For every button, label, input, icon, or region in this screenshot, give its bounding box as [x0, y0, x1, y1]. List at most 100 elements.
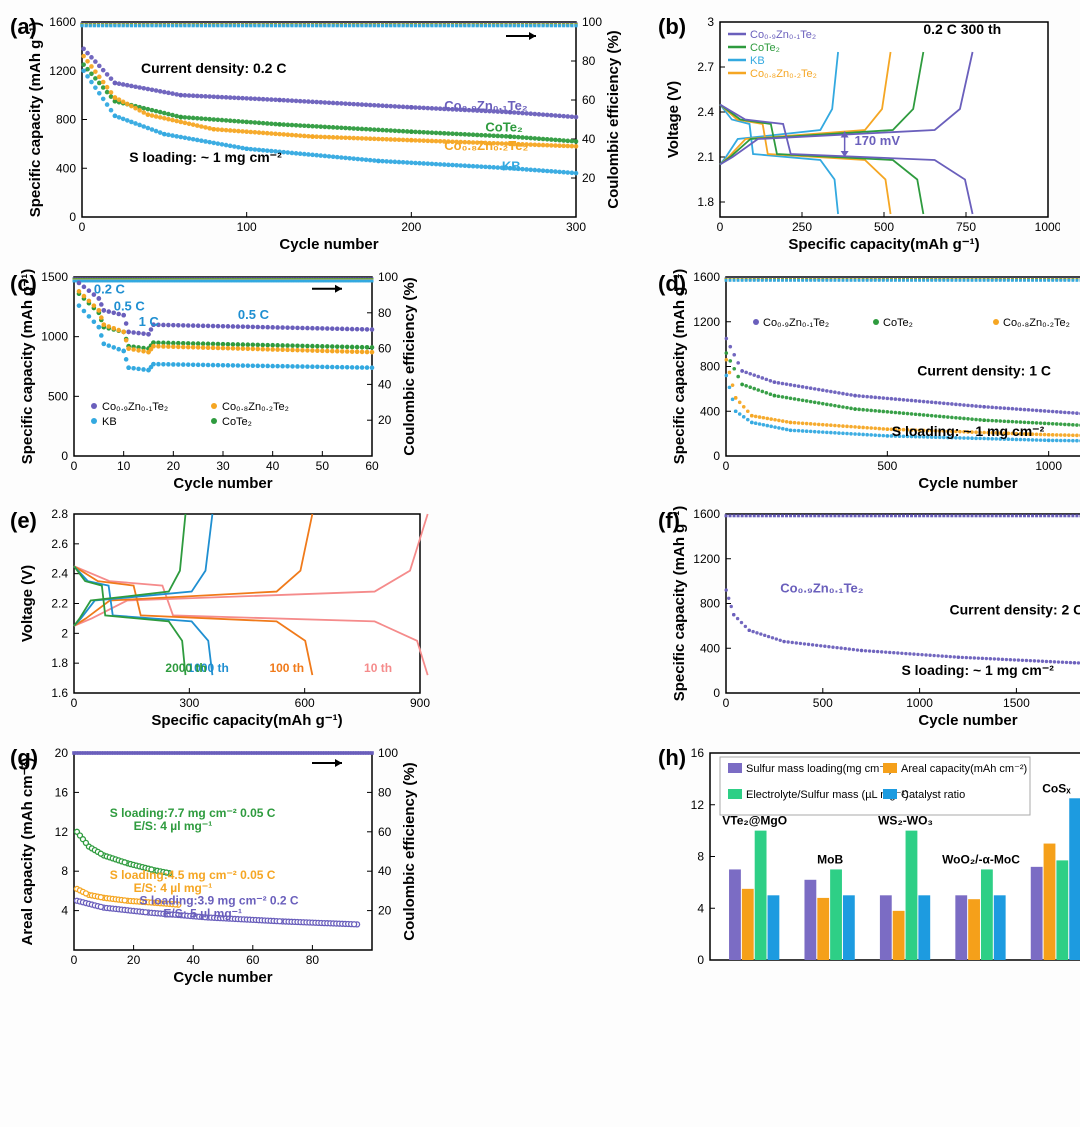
svg-text:S loading:3.9 mg cm⁻² 0.2 C: S loading:3.9 mg cm⁻² 0.2 C	[140, 894, 299, 908]
svg-text:200: 200	[401, 220, 421, 234]
svg-text:S loading:4.5 mg cm⁻² 0.05 C: S loading:4.5 mg cm⁻² 0.05 C	[110, 868, 276, 882]
svg-text:1000: 1000	[1035, 459, 1062, 473]
svg-text:400: 400	[56, 161, 76, 175]
svg-text:KB: KB	[750, 55, 765, 67]
panel-label-g: (g)	[10, 745, 38, 771]
svg-text:Current density: 1 C: Current density: 1 C	[917, 362, 1051, 378]
svg-text:Specific capacity (mAh g⁻¹): Specific capacity (mAh g⁻¹)	[27, 22, 44, 217]
svg-text:0: 0	[723, 696, 730, 710]
svg-text:60: 60	[378, 825, 392, 839]
svg-text:0.2 C 300 th: 0.2 C 300 th	[923, 21, 1001, 37]
svg-text:MoB: MoB	[817, 852, 843, 866]
svg-text:0.5 C: 0.5 C	[114, 298, 146, 313]
svg-text:800: 800	[700, 360, 720, 374]
svg-text:KB: KB	[102, 416, 117, 428]
svg-text:CoTe₂: CoTe₂	[485, 120, 523, 135]
svg-text:0: 0	[69, 210, 76, 224]
svg-text:0: 0	[61, 449, 68, 463]
svg-text:S loading: ~ 1 mg cm⁻²: S loading: ~ 1 mg cm⁻²	[892, 423, 1045, 439]
svg-text:1.6: 1.6	[51, 686, 68, 700]
svg-text:12: 12	[691, 798, 705, 812]
panel-e: (e)03006009001.61.822.22.42.62.8Specific…	[12, 506, 642, 731]
svg-text:100: 100	[582, 15, 602, 29]
svg-text:Co₀.₉Zn₀.₁Te₂: Co₀.₉Zn₀.₁Te₂	[444, 98, 528, 113]
svg-text:100: 100	[378, 746, 398, 760]
chart-h: 0481216VTe₂@MgOMoBWS₂-WO₃WoO₂/-α-MoCCoSₓ…	[660, 743, 1080, 988]
svg-text:60: 60	[378, 342, 392, 356]
chart-e: 03006009001.61.822.22.42.62.8Specific ca…	[12, 506, 432, 731]
svg-text:4: 4	[697, 901, 704, 915]
svg-text:500: 500	[874, 220, 894, 234]
svg-text:20: 20	[582, 171, 596, 185]
svg-text:Areal capacity(mAh cm⁻²): Areal capacity(mAh cm⁻²)	[901, 763, 1027, 775]
panel-label-e: (e)	[10, 508, 37, 534]
svg-text:16: 16	[55, 785, 69, 799]
chart-a: 0100200300040080012001600Cycle numberSpe…	[12, 12, 642, 257]
panel-g: (g)02040608048121620Cycle numberAreal ca…	[12, 743, 642, 988]
svg-text:1200: 1200	[693, 552, 720, 566]
svg-text:0: 0	[713, 686, 720, 700]
svg-text:Cycle number: Cycle number	[173, 475, 272, 492]
svg-text:Co₀.₉Zn₀.₁Te₂: Co₀.₉Zn₀.₁Te₂	[763, 317, 829, 329]
svg-text:800: 800	[56, 113, 76, 127]
svg-text:Coulombic efficiency (%): Coulombic efficiency (%)	[605, 30, 622, 208]
svg-text:Specific capacity(mAh g⁻¹): Specific capacity(mAh g⁻¹)	[151, 712, 342, 729]
svg-text:40: 40	[266, 459, 280, 473]
panel-label-b: (b)	[658, 14, 686, 40]
svg-text:Coulombic efficiency (%): Coulombic efficiency (%)	[401, 762, 418, 940]
svg-text:1500: 1500	[1003, 696, 1030, 710]
svg-text:2000 th: 2000 th	[165, 661, 206, 675]
svg-text:Co₀.₈Zn₀.₂Te₂: Co₀.₈Zn₀.₂Te₂	[444, 138, 528, 153]
svg-text:500: 500	[813, 696, 833, 710]
chart-d: 050010001500040080012001600Cycle numberS…	[660, 269, 1080, 494]
svg-text:80: 80	[306, 953, 320, 967]
svg-text:Voltage (V): Voltage (V)	[665, 81, 682, 158]
svg-text:500: 500	[48, 389, 68, 403]
svg-text:2: 2	[61, 626, 68, 640]
svg-text:Specific capacity (mAh g⁻¹): Specific capacity (mAh g⁻¹)	[19, 269, 36, 464]
svg-text:20: 20	[167, 459, 181, 473]
svg-text:Co₀.₉Zn₀.₁Te₂: Co₀.₉Zn₀.₁Te₂	[780, 580, 864, 595]
svg-text:0.5 C: 0.5 C	[238, 307, 270, 322]
panel-b: (b)025050075010001.82.12.42.73Specific c…	[660, 12, 1080, 257]
svg-text:20: 20	[378, 904, 392, 918]
svg-text:1200: 1200	[693, 315, 720, 329]
svg-text:1500: 1500	[41, 270, 68, 284]
svg-text:Co₀.₉Zn₀.₁Te₂: Co₀.₉Zn₀.₁Te₂	[102, 401, 168, 413]
svg-text:100 th: 100 th	[269, 661, 304, 675]
svg-text:100: 100	[237, 220, 257, 234]
svg-text:8: 8	[61, 864, 68, 878]
panel-a: (a)0100200300040080012001600Cycle number…	[12, 12, 642, 257]
chart-g: 02040608048121620Cycle numberAreal capac…	[12, 743, 432, 988]
svg-text:2.1: 2.1	[697, 150, 714, 164]
svg-text:Sulfur mass loading(mg cm⁻²): Sulfur mass loading(mg cm⁻²)	[746, 763, 892, 775]
svg-text:0.2 C: 0.2 C	[94, 282, 126, 297]
svg-text:900: 900	[410, 696, 430, 710]
panel-d: (d)050010001500040080012001600Cycle numb…	[660, 269, 1080, 494]
chart-b: 025050075010001.82.12.42.73Specific capa…	[660, 12, 1060, 257]
svg-text:KB: KB	[502, 159, 521, 174]
panel-label-f: (f)	[658, 508, 680, 534]
svg-text:20: 20	[127, 953, 141, 967]
svg-text:100: 100	[378, 270, 398, 284]
svg-text:E/S: 4 µl mg⁻¹: E/S: 4 µl mg⁻¹	[134, 819, 213, 833]
svg-text:2.4: 2.4	[51, 567, 68, 581]
svg-text:4: 4	[61, 904, 68, 918]
svg-text:Specific capacity (mAh g⁻¹): Specific capacity (mAh g⁻¹)	[671, 506, 688, 701]
svg-text:Catalyst ratio: Catalyst ratio	[901, 789, 965, 801]
svg-text:0: 0	[713, 449, 720, 463]
panel-h: (h)0481216VTe₂@MgOMoBWS₂-WO₃WoO₂/-α-MoCC…	[660, 743, 1080, 988]
svg-text:1600: 1600	[693, 270, 720, 284]
svg-text:80: 80	[582, 54, 596, 68]
svg-text:2.4: 2.4	[697, 105, 714, 119]
svg-text:S loading: ~ 1 mg cm⁻²: S loading: ~ 1 mg cm⁻²	[901, 662, 1054, 678]
panel-label-c: (c)	[10, 271, 37, 297]
svg-text:Specific capacity (mAh g⁻¹): Specific capacity (mAh g⁻¹)	[671, 269, 688, 464]
svg-text:CoTe₂: CoTe₂	[222, 416, 252, 428]
chart-f: 05001000150020002500040080012001600Cycle…	[660, 506, 1080, 731]
panel-f: (f)05001000150020002500040080012001600Cy…	[660, 506, 1080, 731]
svg-text:CoSₓ: CoSₓ	[1042, 781, 1071, 795]
svg-text:VTe₂@MgO: VTe₂@MgO	[722, 814, 787, 828]
svg-text:20: 20	[378, 413, 392, 427]
svg-text:40: 40	[187, 953, 201, 967]
